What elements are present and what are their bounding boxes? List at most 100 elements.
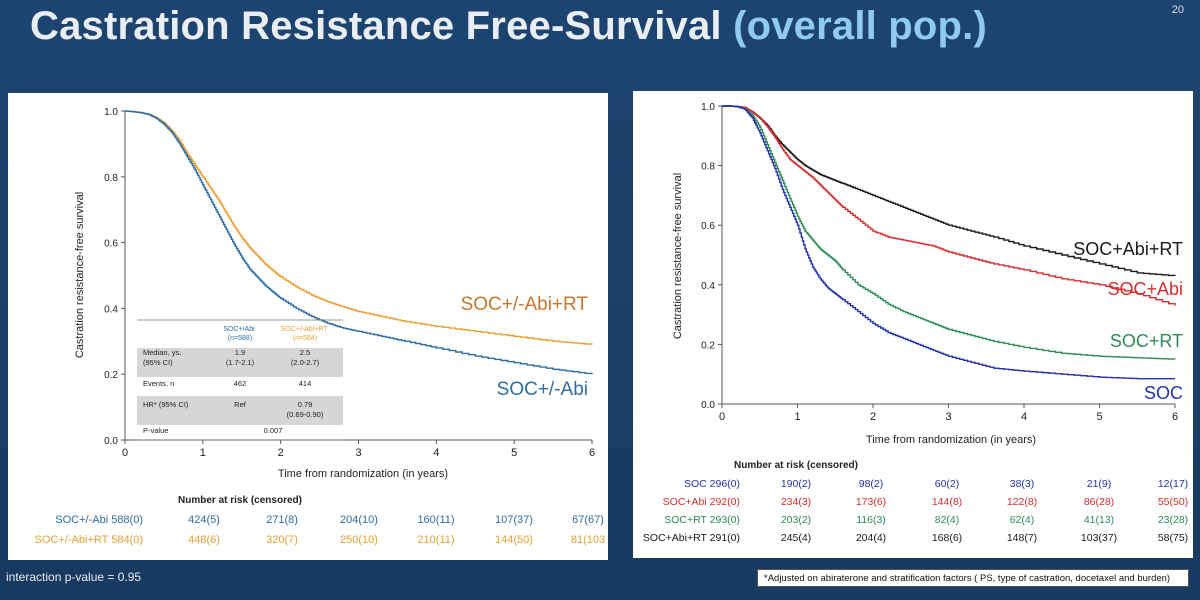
risk-cell: 168(6): [932, 532, 962, 544]
risk-cell: 320(7): [266, 534, 298, 546]
footnote-box: *Adjusted on abiraterone and stratificat…: [757, 569, 1189, 587]
table-cell: 1.9 (1.7-2.1): [226, 348, 255, 367]
table-cell-line: 0.79: [298, 400, 313, 409]
series-line-soc-rt: [722, 105, 1176, 360]
stats-table: SOC+/Abi (n=588) SOC+/-Abi+RT (n=584) Me…: [137, 319, 343, 441]
table-row-label: Events, n: [143, 379, 174, 388]
table-cell-line: 414: [299, 379, 312, 388]
x-axis-label: Time from randomization (in years): [866, 434, 1036, 446]
legend-label-soc-abi-rt: SOC+Abi+RT: [1073, 239, 1183, 259]
x-tick-label: 3: [945, 411, 951, 423]
y-tick-label: 0.4: [104, 304, 118, 315]
table-cell-line: (1.7-2.1): [226, 358, 255, 367]
risk-cell: 173(6): [856, 496, 886, 508]
y-tick-label: 0.6: [104, 239, 118, 250]
risk-cell: 144(8): [932, 496, 962, 508]
risk-cell: 98(2): [859, 478, 884, 490]
table-cell: 2.5 (2.0-2.7): [291, 348, 320, 367]
table-header-abirt-l1: SOC+/-Abi+RT: [281, 326, 329, 333]
y-tick-label: 0.2: [104, 370, 118, 381]
risk-cell: 424(5): [188, 514, 220, 526]
x-tick-label: 1: [794, 411, 800, 423]
risk-cell: 122(8): [1007, 496, 1037, 508]
risk-cell: 250(10): [340, 534, 378, 546]
table-header-abi-l2: (n=588): [228, 335, 252, 342]
y-tick-label: 1.0: [104, 107, 118, 118]
risk-cell: 55(50): [1158, 496, 1188, 508]
x-tick-label: 4: [433, 447, 439, 459]
risk-cell: 62(4): [1010, 514, 1035, 526]
risk-cell: 210(11): [417, 534, 454, 546]
series-line-soc: [722, 105, 1175, 380]
table-cell-line: 2.5: [300, 348, 310, 357]
title-main: Castration Resistance Free-Survival: [30, 4, 722, 48]
x-tick-label: 2: [278, 447, 284, 459]
y-tick-label: 0.6: [701, 221, 715, 232]
x-tick-label: 4: [1021, 411, 1027, 423]
table-header-abi-l1: SOC+/Abi: [223, 326, 255, 333]
series-line-soc-abi: [125, 110, 593, 375]
risk-cell: 203(2): [781, 514, 811, 526]
risk-table-title: Number at risk (censored): [734, 460, 858, 471]
table-cell-line: Ref: [234, 400, 247, 409]
x-tick-label: 1: [200, 447, 206, 459]
y-axis-label: Castration resistance-free survival: [74, 192, 86, 358]
legend-label-abi-rt: SOC+/-Abi+RT: [461, 294, 589, 315]
risk-cell: 144(50): [495, 534, 533, 546]
right-chart: 0 1 2 3 4 5 6 0.0 0.2 0.4 0.6 0.8 1.0 Castration res…: [643, 102, 1188, 544]
risk-cell: 234(3): [781, 496, 811, 508]
y-tick-label: 0.4: [701, 281, 715, 292]
risk-cell: 271(8): [266, 514, 298, 526]
y-tick-label: 0.8: [701, 162, 715, 173]
risk-cell: 81(103: [571, 534, 605, 546]
risk-cell: 103(37): [1081, 532, 1117, 544]
x-tick-label: 6: [589, 447, 595, 459]
risk-cell: 38(3): [1010, 478, 1035, 490]
x-tick-label: 0: [122, 447, 128, 459]
risk-cell: 82(4): [935, 514, 960, 526]
table-row-band: [137, 396, 343, 425]
risk-cell: 204(10): [340, 514, 378, 526]
y-tick-label: 0.2: [701, 340, 715, 351]
table-cell-line: 1.9: [235, 348, 245, 357]
table-cell-pvalue: 0.007: [264, 426, 283, 435]
slide-number: 20: [1171, 4, 1184, 16]
left-chart: 0 1 2 3 4 5 6 0.0 0.2 0.4 0.6 0.8 1.0 Castration res…: [35, 107, 606, 546]
risk-cell: 148(7): [1007, 532, 1037, 544]
risk-cell: 190(2): [781, 478, 811, 490]
x-tick-label: 6: [1172, 411, 1178, 423]
risk-cell: 21(9): [1087, 478, 1112, 490]
risk-cell: 245(4): [781, 532, 811, 544]
risk-cell: 41(13): [1084, 514, 1114, 526]
x-tick-label: 5: [511, 447, 517, 459]
title-sub: (overall pop.): [733, 4, 987, 48]
risk-cell: 116(3): [856, 514, 886, 526]
table-row-label: HR* (95% CI): [143, 400, 189, 409]
table-row-label: P-value: [143, 426, 168, 435]
slide-title: Castration Resistance Free-Survival (ove…: [30, 4, 987, 49]
table-row-label-line: P-value: [143, 426, 168, 435]
risk-cell: 58(75): [1158, 532, 1188, 544]
risk-row-label: SOC+RT 293(0): [664, 514, 740, 526]
table-row-label-line: Events, n: [143, 379, 174, 388]
interaction-p-value: interaction p-value = 0.95: [6, 570, 142, 584]
table-header-abirt-l2: (n=584): [293, 335, 317, 342]
x-tick-label: 3: [355, 447, 361, 459]
y-tick-label: 1.0: [701, 102, 715, 113]
risk-cell: 23(28): [1158, 514, 1188, 526]
table-row-label-line: HR* (95% CI): [143, 400, 189, 409]
y-tick-label: 0.0: [701, 400, 715, 411]
x-tick-label: 2: [870, 411, 876, 423]
risk-cell: 86(28): [1084, 496, 1114, 508]
table-row-label: Median, ys. (95% CI): [143, 348, 181, 367]
risk-row-label: SOC+/-Abi+RT 584(0): [35, 534, 143, 546]
table-cell: 462: [234, 379, 247, 388]
table-row-label-line: Median, ys.: [143, 348, 181, 357]
risk-cell: 107(37): [495, 514, 533, 526]
risk-cell: 67(67): [572, 514, 604, 526]
table-cell-line: (0.69-0.90): [287, 410, 324, 419]
risk-cell: 204(4): [856, 532, 886, 544]
table-cell: 414: [299, 379, 312, 388]
legend-label-abi: SOC+/-Abi: [497, 379, 588, 400]
risk-cell: 12(17): [1158, 478, 1188, 490]
